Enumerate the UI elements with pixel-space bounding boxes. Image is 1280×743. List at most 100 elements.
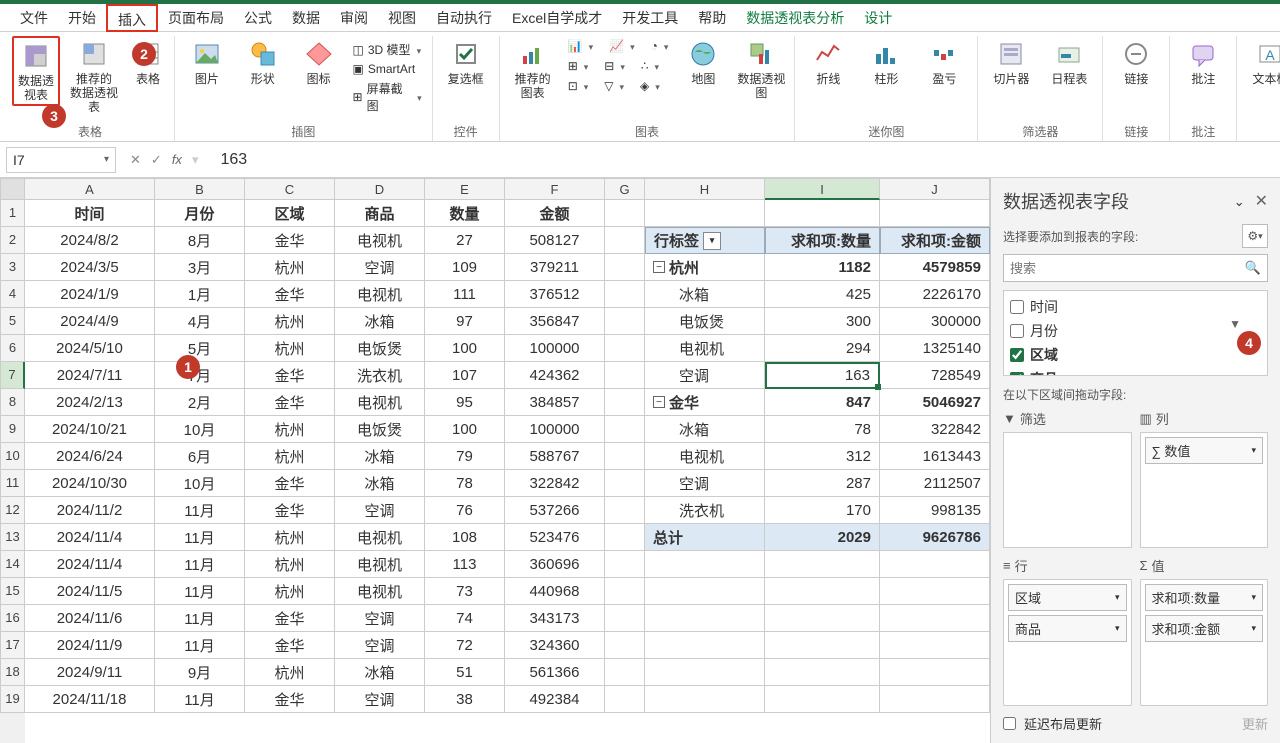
row-header[interactable]: 7 — [0, 362, 25, 389]
table-header[interactable]: 金额 — [505, 200, 605, 227]
cell[interactable] — [645, 578, 765, 605]
cell[interactable] — [645, 200, 765, 227]
smartart-button[interactable]: ▣SmartArt — [349, 61, 426, 77]
cell[interactable]: 2024/4/9 — [25, 308, 155, 335]
column-header[interactable]: D — [335, 178, 425, 200]
sparkline-column-button[interactable]: 柱形 — [859, 36, 913, 88]
field-item[interactable]: 月份 — [1008, 319, 1263, 343]
textbox-button[interactable]: A文本框 — [1243, 36, 1280, 88]
collapse-icon[interactable]: − — [653, 261, 665, 273]
icons-button[interactable]: 图标 — [293, 36, 345, 88]
row-header[interactable]: 15 — [0, 578, 25, 605]
pivot-value[interactable]: 294 — [765, 335, 880, 362]
cell[interactable]: 74 — [425, 605, 505, 632]
cell[interactable] — [880, 632, 990, 659]
defer-checkbox[interactable] — [1003, 717, 1016, 730]
pivottable-button[interactable]: 数据透视表 — [12, 36, 60, 106]
cell[interactable]: 空调 — [335, 632, 425, 659]
pane-close-icon[interactable]: ✕ — [1255, 193, 1268, 210]
cell[interactable]: 76 — [425, 497, 505, 524]
column-header[interactable]: F — [505, 178, 605, 200]
cell[interactable] — [765, 605, 880, 632]
cell[interactable] — [605, 227, 645, 254]
column-header[interactable]: A — [25, 178, 155, 200]
cell[interactable] — [605, 497, 645, 524]
row-header[interactable]: 6 — [0, 335, 25, 362]
recommend-pivot-button[interactable]: 推荐的 数据透视表 — [64, 36, 124, 116]
cell[interactable] — [605, 578, 645, 605]
cell[interactable]: 492384 — [505, 686, 605, 713]
cell[interactable]: 杭州 — [245, 335, 335, 362]
pivot-value[interactable]: 5046927 — [880, 389, 990, 416]
cell[interactable]: 9月 — [155, 659, 245, 686]
pivot-value[interactable]: 1325140 — [880, 335, 990, 362]
cell[interactable]: 107 — [425, 362, 505, 389]
cell[interactable]: 冰箱 — [335, 443, 425, 470]
cell[interactable]: 6月 — [155, 443, 245, 470]
cell[interactable]: 108 — [425, 524, 505, 551]
fx-icon[interactable]: fx — [172, 152, 182, 167]
cell[interactable]: 100000 — [505, 335, 605, 362]
cell[interactable]: 1月 — [155, 281, 245, 308]
pivot-value[interactable]: 847 — [765, 389, 880, 416]
cell[interactable]: 2024/9/11 — [25, 659, 155, 686]
row-header[interactable]: 11 — [0, 470, 25, 497]
chart-pie-button[interactable]: ◔ — [647, 38, 673, 54]
cell[interactable]: 2024/11/18 — [25, 686, 155, 713]
rows-area[interactable]: 区域▾ 商品▾ — [1003, 579, 1132, 707]
chart-hier-button[interactable]: ⊞ — [564, 58, 593, 74]
cell[interactable]: 95 — [425, 389, 505, 416]
cell[interactable] — [880, 551, 990, 578]
pivot-row[interactable]: 冰箱 — [645, 281, 765, 308]
cell[interactable] — [880, 659, 990, 686]
pivot-value[interactable]: 2112507 — [880, 470, 990, 497]
cell[interactable]: 11月 — [155, 497, 245, 524]
cell[interactable]: 11月 — [155, 551, 245, 578]
cell[interactable]: 424362 — [505, 362, 605, 389]
cell[interactable]: 金华 — [245, 389, 335, 416]
recommend-chart-button[interactable]: 推荐的 图表 — [506, 36, 560, 102]
cell[interactable]: 电视机 — [335, 389, 425, 416]
cell[interactable]: 2024/11/6 — [25, 605, 155, 632]
cell[interactable] — [605, 605, 645, 632]
cell[interactable] — [605, 470, 645, 497]
table-header[interactable]: 时间 — [25, 200, 155, 227]
pivot-row[interactable]: 电饭煲 — [645, 308, 765, 335]
cell[interactable]: 杭州 — [245, 416, 335, 443]
row-header[interactable]: 12 — [0, 497, 25, 524]
column-header[interactable]: I — [765, 178, 880, 200]
cell[interactable] — [765, 659, 880, 686]
pivot-row[interactable]: 空调 — [645, 362, 765, 389]
slicer-button[interactable]: 切片器 — [984, 36, 1038, 88]
cell[interactable]: 杭州 — [245, 524, 335, 551]
cell[interactable] — [880, 200, 990, 227]
cell[interactable]: 376512 — [505, 281, 605, 308]
cell[interactable] — [880, 686, 990, 713]
field-checkbox[interactable] — [1010, 300, 1024, 314]
field-checkbox[interactable] — [1010, 324, 1024, 338]
pivot-value[interactable]: 9626786 — [880, 524, 990, 551]
cell[interactable]: 97 — [425, 308, 505, 335]
cell[interactable]: 金华 — [245, 227, 335, 254]
row-header[interactable]: 1 — [0, 200, 25, 227]
cell[interactable] — [605, 254, 645, 281]
row-header[interactable]: 19 — [0, 686, 25, 713]
pivot-col-header[interactable]: 求和项:金额 — [880, 227, 990, 254]
cell[interactable]: 2024/10/30 — [25, 470, 155, 497]
link-button[interactable]: 链接 — [1109, 36, 1163, 88]
chart-combo-button[interactable]: ⊡ — [564, 78, 593, 94]
row-header[interactable]: 13 — [0, 524, 25, 551]
cell[interactable] — [605, 200, 645, 227]
cell[interactable]: 588767 — [505, 443, 605, 470]
cell[interactable]: 79 — [425, 443, 505, 470]
cell[interactable]: 空调 — [335, 686, 425, 713]
cell[interactable]: 杭州 — [245, 578, 335, 605]
cell[interactable] — [605, 686, 645, 713]
sparkline-winloss-button[interactable]: 盈亏 — [917, 36, 971, 88]
row-header[interactable]: 18 — [0, 659, 25, 686]
area-item[interactable]: 求和项:数量▾ — [1145, 584, 1264, 611]
cell[interactable]: 11月 — [155, 578, 245, 605]
table-header[interactable]: 区域 — [245, 200, 335, 227]
cell[interactable] — [765, 632, 880, 659]
sparkline-line-button[interactable]: 折线 — [801, 36, 855, 88]
